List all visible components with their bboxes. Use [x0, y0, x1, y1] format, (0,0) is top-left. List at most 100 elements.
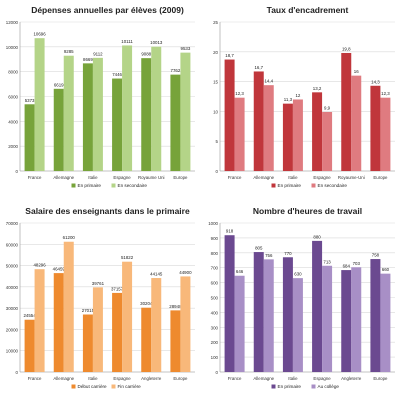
x-tick-label: Italie — [288, 175, 298, 180]
legend-swatch — [111, 183, 116, 188]
legend-label: Début carrière — [78, 384, 108, 389]
x-tick-label: France — [28, 376, 42, 381]
y-tick-label: 10 — [213, 109, 218, 114]
data-label: 18,7 — [225, 53, 234, 58]
data-label: 5373 — [25, 98, 35, 103]
data-label: 6619 — [54, 82, 64, 87]
x-tick-label: Angleterre — [141, 376, 162, 381]
bar — [341, 52, 352, 171]
bar — [24, 104, 35, 171]
data-label: 44900 — [179, 270, 192, 275]
y-tick-label: 15 — [213, 80, 218, 85]
bar — [312, 92, 323, 171]
legend-label: En primaire — [278, 183, 302, 188]
bar — [24, 319, 35, 372]
bar — [112, 292, 123, 372]
bar — [82, 314, 93, 372]
x-tick-label: Europe — [373, 175, 388, 180]
data-label: 30204 — [140, 301, 153, 306]
y-tick-label: 0 — [216, 370, 219, 375]
bar — [322, 111, 333, 171]
data-label: 39761 — [92, 281, 105, 286]
data-label: 10111 — [121, 39, 133, 44]
bar — [370, 85, 381, 171]
bar — [34, 38, 45, 172]
data-label: 16,7 — [254, 65, 263, 70]
data-label: 880 — [313, 234, 321, 239]
bar — [63, 55, 74, 171]
y-tick-label: 20 — [213, 50, 218, 55]
chart-taux-encadrement: Taux d'encadrement 0 5 10 15 20 25 18,7 16,7 11,3… — [200, 0, 400, 201]
bar — [122, 261, 133, 372]
bar — [122, 45, 133, 172]
x-tick-label: Royaume-Uni — [338, 175, 365, 180]
chart-salaire: Salaire des enseignants dans le primaire… — [0, 201, 200, 402]
y-tick-label: 900 — [211, 236, 219, 241]
x-tick-label: Espagne — [313, 376, 331, 381]
x-tick-label: Allemagne — [253, 376, 274, 381]
data-label: 14,4 — [264, 79, 273, 84]
y-tick-label: 700 — [211, 266, 219, 271]
y-tick-label: 500 — [211, 296, 219, 301]
legend-swatch — [71, 384, 76, 389]
data-label: 758 — [372, 253, 380, 258]
chart-svg: Taux d'encadrement 0 5 10 15 20 25 18,7 16,7 11,3… — [213, 5, 395, 188]
chart-svg: Nombre d'heures de travail 0 100 200 300 400 5… — [208, 206, 395, 389]
chart-title: Salaire des enseignants dans le primaire — [25, 206, 190, 216]
legend-swatch — [311, 183, 316, 188]
legend-label: Au collège — [318, 384, 340, 389]
data-label: 918 — [226, 229, 234, 234]
bar — [380, 97, 391, 171]
y-tick-label: 2000 — [8, 144, 18, 149]
x-tick-label: Allemagne — [53, 376, 74, 381]
data-label: 713 — [323, 259, 331, 264]
y-tick-label: 10000 — [6, 349, 19, 354]
data-label: 770 — [284, 251, 292, 256]
x-tick-label: Italie — [288, 376, 298, 381]
x-tick-label: Espagne — [313, 175, 331, 180]
bar — [351, 267, 362, 372]
data-label: 9,9 — [324, 105, 331, 110]
x-tick-label: France — [28, 175, 42, 180]
data-label: 13,2 — [313, 86, 322, 91]
bar — [180, 276, 191, 372]
data-label: 9088 — [141, 52, 151, 57]
data-label: 12 — [295, 93, 300, 98]
data-label: 9285 — [64, 49, 74, 54]
data-label: 660 — [382, 267, 390, 272]
data-label: 37157 — [111, 286, 124, 291]
bar — [151, 278, 162, 372]
legend-label: En primaire — [78, 183, 102, 188]
y-tick-label: 40000 — [6, 285, 19, 290]
bar — [34, 269, 45, 372]
bar — [151, 46, 162, 171]
y-tick-label: 600 — [211, 281, 219, 286]
x-tick-label: Allemagne — [253, 175, 274, 180]
x-tick-label: Italie — [88, 376, 98, 381]
data-label: 11,3 — [284, 97, 293, 102]
legend-swatch — [71, 183, 76, 188]
data-label: 9112 — [93, 51, 103, 56]
bar — [263, 85, 274, 171]
data-label: 9533 — [181, 46, 191, 51]
y-tick-label: 8000 — [8, 70, 18, 75]
bar — [224, 235, 235, 372]
data-label: 7762 — [171, 68, 181, 73]
x-tick-label: Espagne — [113, 175, 131, 180]
x-tick-label: Europe — [173, 175, 188, 180]
bar — [292, 99, 303, 171]
y-tick-label: 20000 — [6, 327, 19, 332]
data-label: 46459 — [53, 267, 66, 272]
y-tick-label: 0 — [216, 169, 219, 174]
data-label: 684 — [343, 264, 351, 269]
y-tick-label: 800 — [211, 251, 219, 256]
chart-title: Dépenses annuelles par élèves (2009) — [31, 5, 184, 15]
y-tick-label: 5 — [216, 139, 219, 144]
bar — [312, 240, 323, 372]
bar — [53, 88, 64, 171]
data-label: 10013 — [150, 40, 163, 45]
x-tick-label: Allemagne — [53, 175, 74, 180]
legend-swatch — [271, 384, 276, 389]
bar — [253, 252, 264, 372]
